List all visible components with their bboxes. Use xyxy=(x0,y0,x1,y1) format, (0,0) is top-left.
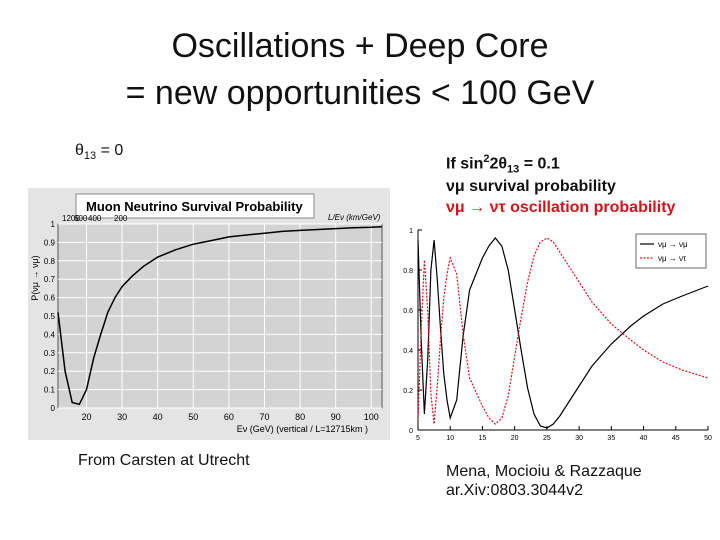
y-tick-label: 1 xyxy=(51,220,56,229)
y-tick-label: 0.2 xyxy=(44,367,56,376)
top-tick-label: 200 xyxy=(114,214,128,223)
x-tick-label: 40 xyxy=(640,435,648,442)
x-tick-label: 70 xyxy=(259,412,269,422)
muon-survival-chart: Muon Neutrino Survival Probability 20 30 40… xyxy=(28,188,390,440)
if-sub: 13 xyxy=(507,163,520,176)
theta-symbol: θ xyxy=(75,142,84,159)
x-tick-label: 45 xyxy=(672,435,680,442)
y-tick-label: 0.2 xyxy=(403,388,413,395)
top-tick-label: 400 xyxy=(88,214,102,223)
y-tick-label: 0 xyxy=(51,404,56,413)
y-tick-label: 0.6 xyxy=(44,294,56,303)
x-tick-label: 10 xyxy=(446,435,454,442)
chart-title: Muon Neutrino Survival Probability xyxy=(86,199,303,214)
y-tick-label: 0 xyxy=(409,428,413,435)
y-tick-label: 1 xyxy=(409,228,413,235)
top-axis-label: L/Eν (km/GeV) xyxy=(328,213,381,222)
legend-box: νμ → νμ νμ → ντ xyxy=(635,233,707,269)
x-tick-label: 90 xyxy=(331,412,341,422)
if-mid: 2θ xyxy=(489,155,508,173)
oscillation-probability-label: νμ → ντ oscillation probability xyxy=(446,199,676,216)
x-axis-label: Eν (GeV) (vertical / L=12715km ) xyxy=(237,424,368,434)
x-tick-label: 15 xyxy=(479,435,487,442)
numu-symbol: νμ xyxy=(446,178,465,195)
top-tick-label: 1200 xyxy=(62,214,80,223)
y-tick-label: 0.3 xyxy=(44,349,56,358)
x-tick-label: 30 xyxy=(117,412,127,422)
x-tick-label: 50 xyxy=(188,412,198,422)
legend-entry-label: νμ → νμ xyxy=(658,240,688,249)
chart-title-box xyxy=(75,193,315,219)
x-tick-label: 30 xyxy=(575,435,583,442)
y-tick-label: 0.8 xyxy=(44,257,56,266)
survival-probability-label: νμ survival probability xyxy=(446,178,616,196)
legend-entry-label: νμ → ντ xyxy=(658,254,687,263)
right-credit-authors: Mena, Mocioiu & Razzaque xyxy=(446,463,642,480)
x-tick-label: 5 xyxy=(416,435,420,442)
right-credit: Mena, Mocioiu & Razzaque ar.Xiv:0803.3044… xyxy=(446,462,642,500)
survival-curve xyxy=(57,226,383,406)
numu-nutau-oscillation-curve xyxy=(417,237,709,425)
x-tick-label: 80 xyxy=(295,412,305,422)
legend-frame xyxy=(635,233,707,269)
y-tick-label: 0.4 xyxy=(403,348,413,355)
y-tick-label: 0.5 xyxy=(44,312,56,321)
numu-survival-curve xyxy=(417,237,709,429)
x-tick-label: 25 xyxy=(543,435,551,442)
x-tick-label: 40 xyxy=(153,412,163,422)
right-credit-reference: ar.Xiv:0803.3044v2 xyxy=(446,482,583,499)
x-tick-label: 60 xyxy=(224,412,234,422)
x-tick-label: 20 xyxy=(81,412,91,422)
y-tick-label: 0.6 xyxy=(403,308,413,315)
y-tick-label: 0.8 xyxy=(403,268,413,275)
y-tick-label: 0.1 xyxy=(44,386,56,395)
slide-subtitle: = new opportunities < 100 GeV xyxy=(125,74,595,112)
survival-text: survival probability xyxy=(464,178,616,195)
y-tick-label: 0.9 xyxy=(44,238,56,247)
if-sup: 2 xyxy=(483,153,490,165)
left-credit: From Carsten at Utrecht xyxy=(78,452,250,469)
top-tick-label: 600 xyxy=(74,214,88,223)
mixing-condition-label: If sin22θ13 = 0.1 xyxy=(446,153,560,176)
y-axis-label: P(νμ → νμ) xyxy=(30,255,40,300)
slide-title: Oscillations + Deep Core xyxy=(171,27,549,65)
oscillation-chart-panel: 0 0.2 0.4 0.6 0.8 1 5 10 15 20 25 30 35 40 45 50 νμ → νμ… xyxy=(398,224,714,448)
y-tick-label: 0.4 xyxy=(44,330,56,339)
x-tick-label: 35 xyxy=(607,435,615,442)
theta-value: = 0 xyxy=(96,142,124,159)
theta13-zero-label: θ13 = 0 xyxy=(75,142,123,162)
if-rest: = 0.1 xyxy=(519,155,560,173)
theta-subscript: 13 xyxy=(83,150,97,163)
x-tick-label: 100 xyxy=(364,412,379,422)
y-tick-label: 0.7 xyxy=(44,275,56,284)
if-prefix: If sin xyxy=(446,155,484,173)
x-tick-label: 50 xyxy=(704,435,712,442)
muon-survival-chart-panel: Muon Neutrino Survival Probability 20 30 40… xyxy=(28,188,390,440)
x-tick-label: 20 xyxy=(511,435,519,442)
